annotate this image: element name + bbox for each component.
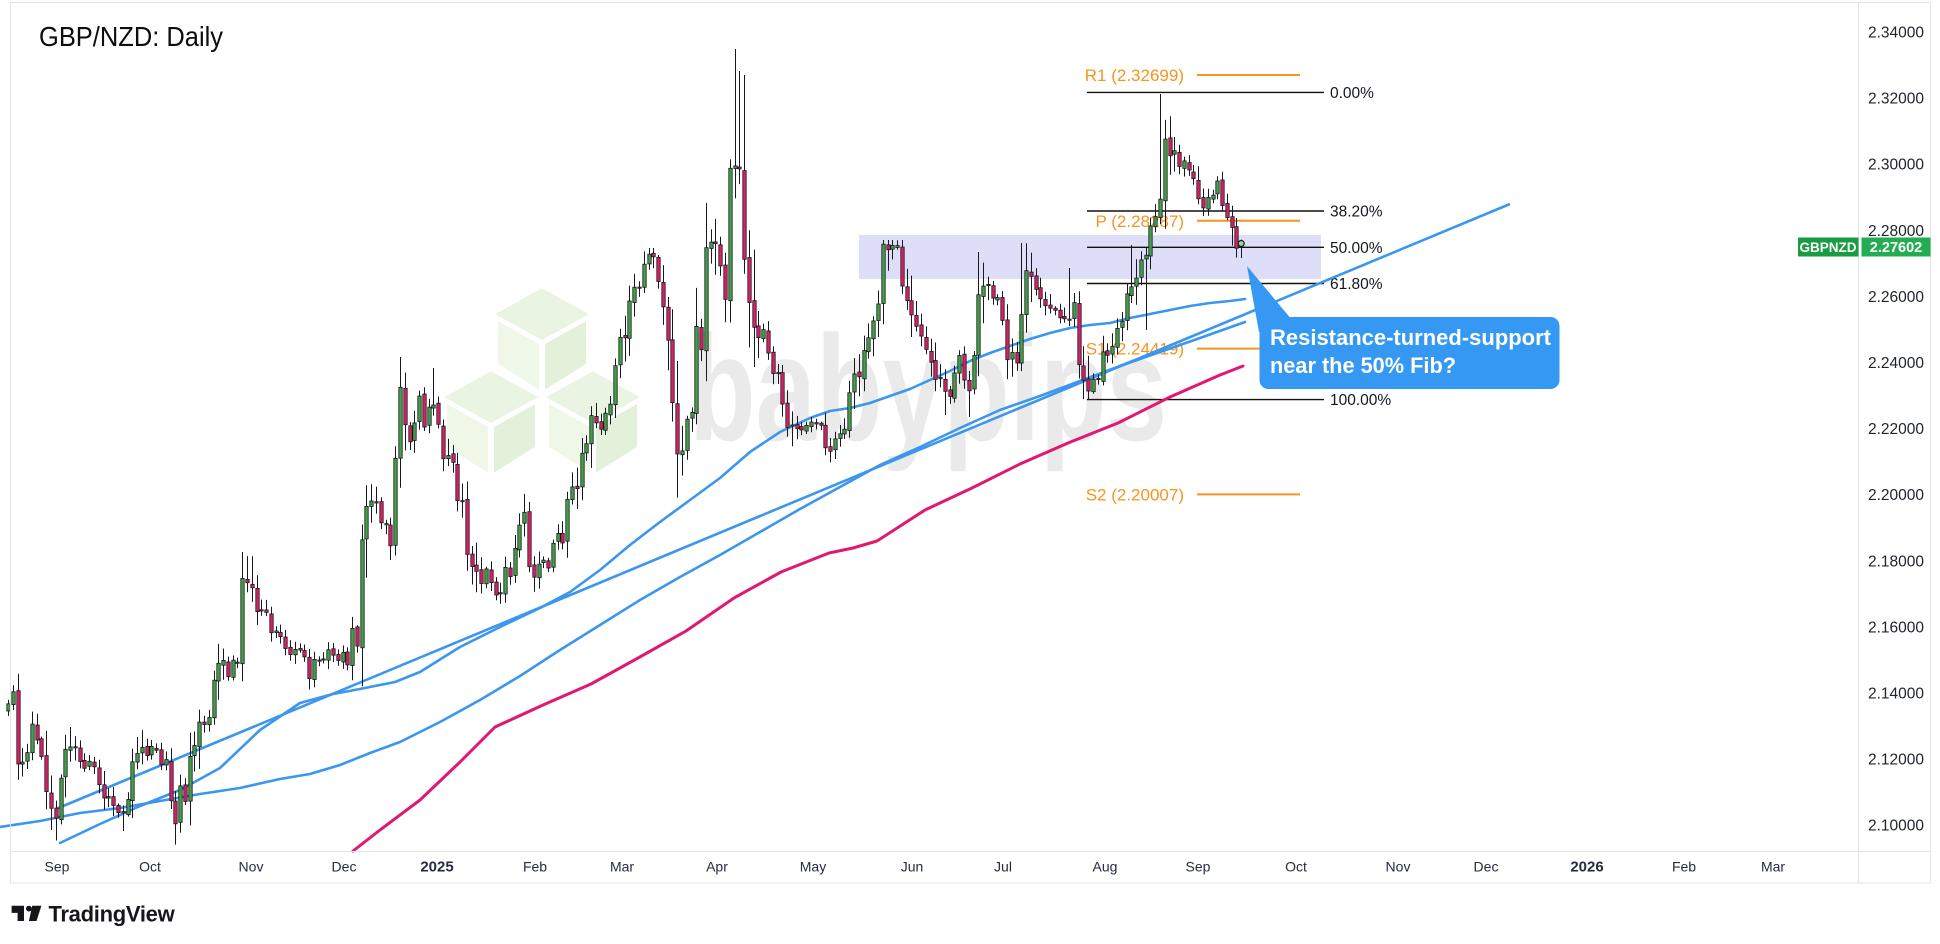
svg-text:2.20000: 2.20000 xyxy=(1868,487,1924,504)
svg-text:May: May xyxy=(800,859,826,875)
svg-text:2.14000: 2.14000 xyxy=(1868,686,1924,703)
svg-text:TradingView: TradingView xyxy=(49,902,176,927)
svg-text:2.22000: 2.22000 xyxy=(1868,421,1924,438)
svg-text:2.12000: 2.12000 xyxy=(1868,752,1924,769)
svg-text:Dec: Dec xyxy=(1474,859,1499,875)
svg-text:GBP/NZD: Daily: GBP/NZD: Daily xyxy=(39,21,223,52)
svg-text:Oct: Oct xyxy=(1285,859,1307,875)
svg-text:38.20%: 38.20% xyxy=(1330,204,1383,221)
svg-text:near the 50% Fib?: near the 50% Fib? xyxy=(1270,353,1456,378)
svg-text:Apr: Apr xyxy=(706,859,728,875)
svg-text:Sep: Sep xyxy=(45,859,70,875)
svg-text:Aug: Aug xyxy=(1093,859,1118,875)
svg-text:2.10000: 2.10000 xyxy=(1868,818,1924,835)
svg-text:Feb: Feb xyxy=(523,859,547,875)
svg-text:Dec: Dec xyxy=(332,859,357,875)
svg-text:Feb: Feb xyxy=(1672,859,1696,875)
svg-text:2.32000: 2.32000 xyxy=(1868,91,1924,108)
svg-text:Oct: Oct xyxy=(139,859,161,875)
svg-text:R1 (2.32699): R1 (2.32699) xyxy=(1085,66,1184,85)
svg-text:2025: 2025 xyxy=(420,859,453,876)
svg-text:GBPNZD: GBPNZD xyxy=(1800,240,1857,255)
svg-text:2.24000: 2.24000 xyxy=(1868,355,1924,372)
svg-text:S2 (2.20007): S2 (2.20007) xyxy=(1086,485,1184,504)
svg-text:Jul: Jul xyxy=(994,859,1012,875)
svg-text:2.16000: 2.16000 xyxy=(1868,619,1924,636)
svg-text:2.26000: 2.26000 xyxy=(1868,289,1924,306)
svg-text:0.00%: 0.00% xyxy=(1330,85,1374,102)
svg-text:2.28000: 2.28000 xyxy=(1868,223,1924,240)
svg-text:Jun: Jun xyxy=(901,859,924,875)
svg-text:Mar: Mar xyxy=(1761,859,1785,875)
svg-text:S1 (2.24419): S1 (2.24419) xyxy=(1086,340,1184,359)
svg-text:Nov: Nov xyxy=(239,859,264,875)
svg-text:50.00%: 50.00% xyxy=(1330,240,1383,257)
svg-text:2026: 2026 xyxy=(1570,859,1603,876)
svg-text:Nov: Nov xyxy=(1386,859,1411,875)
svg-text:61.80%: 61.80% xyxy=(1330,276,1383,293)
svg-text:P (2.28287): P (2.28287) xyxy=(1095,212,1184,231)
svg-text:Sep: Sep xyxy=(1186,859,1211,875)
svg-text:Resistance-turned-support: Resistance-turned-support xyxy=(1270,325,1551,350)
svg-text:2.34000: 2.34000 xyxy=(1868,25,1924,42)
svg-text:2.30000: 2.30000 xyxy=(1868,157,1924,174)
svg-text:Mar: Mar xyxy=(610,859,634,875)
svg-text:100.00%: 100.00% xyxy=(1330,392,1391,409)
svg-text:2.18000: 2.18000 xyxy=(1868,553,1924,570)
svg-text:2.27602: 2.27602 xyxy=(1870,240,1922,256)
